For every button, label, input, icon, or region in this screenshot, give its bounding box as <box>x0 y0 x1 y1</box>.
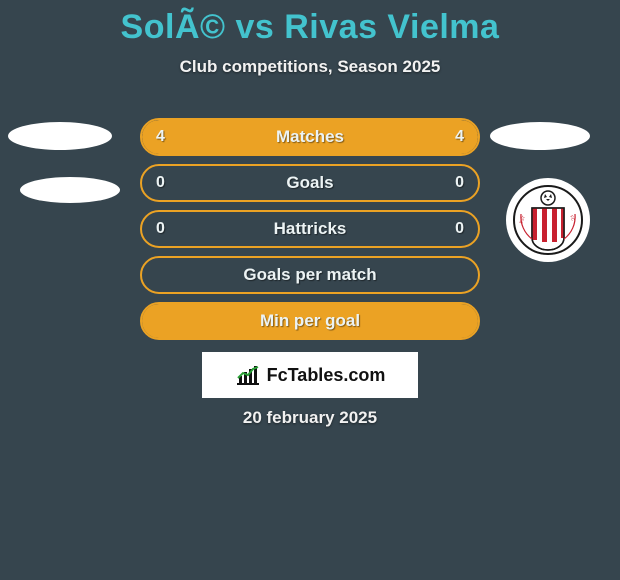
subtitle: Club competitions, Season 2025 <box>0 57 620 77</box>
stat-label: Matches <box>276 127 344 147</box>
stat-label: Goals per match <box>243 265 376 285</box>
stat-label: Hattricks <box>274 219 347 239</box>
stat-row: Min per goal <box>140 302 480 340</box>
stat-row: Goals per match <box>140 256 480 294</box>
stat-row: 4 4 Matches <box>140 118 480 156</box>
stat-label: Min per goal <box>260 311 360 331</box>
watermark-chart-icon <box>235 364 261 386</box>
watermark-text: FcTables.com <box>267 365 386 386</box>
club-crest-icon: EST FC <box>512 184 584 256</box>
page-title: SolÃ© vs Rivas Vielma <box>0 0 620 47</box>
player-right-avatar-placeholder <box>490 122 590 150</box>
stat-row: 0 0 Hattricks <box>140 210 480 248</box>
player-left-club-placeholder <box>20 177 120 203</box>
player-right-club-logo: EST FC <box>506 178 590 262</box>
stats-column: 4 4 Matches 0 0 Goals 0 0 Hattricks Goals per mat… <box>140 118 480 348</box>
stat-value-left: 0 <box>156 220 165 238</box>
stat-value-left: 0 <box>156 174 165 192</box>
stat-value-right: 0 <box>455 220 464 238</box>
watermark-badge: FcTables.com <box>202 352 418 398</box>
player-left-avatar-placeholder <box>8 122 112 150</box>
stat-value-left: 4 <box>156 128 165 146</box>
stat-value-right: 0 <box>455 174 464 192</box>
stat-value-right: 4 <box>455 128 464 146</box>
stat-row: 0 0 Goals <box>140 164 480 202</box>
stat-label: Goals <box>286 173 333 193</box>
date-line: 20 february 2025 <box>0 408 620 428</box>
